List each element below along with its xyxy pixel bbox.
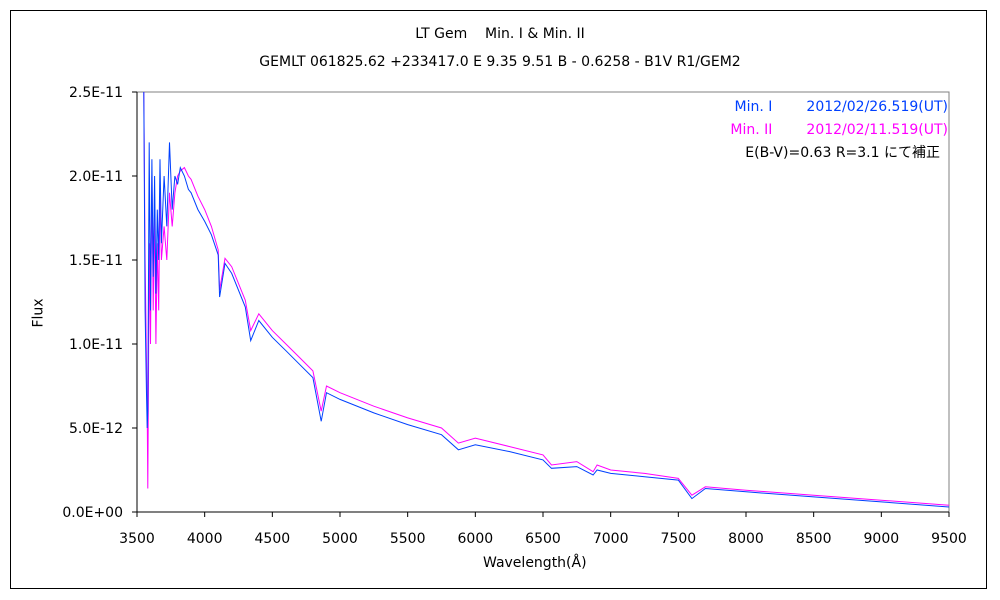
legend: Min. I 2012/02/26.519(UT) Min. II 2012/02/… (730, 96, 948, 165)
legend-entry-min2: Min. II 2012/02/11.519(UT) (730, 119, 948, 142)
legend-label: Min. I (734, 99, 773, 115)
x-tick-label: 8500 (796, 531, 832, 547)
legend-entry-min1: Min. I 2012/02/26.519(UT) (730, 96, 948, 119)
x-tick-label: 8000 (728, 531, 764, 547)
x-axis-label: Wavelength(Å) (483, 555, 587, 571)
chart-subtitle: GEMLT 061825.62 +233417.0 E 9.35 9.51 B … (259, 54, 741, 70)
x-tick-label: 7000 (593, 531, 629, 547)
legend-date: 2012/02/11.519(UT) (806, 122, 948, 138)
x-tick-label: 5000 (322, 531, 358, 547)
x-tick-label: 4500 (255, 531, 291, 547)
x-tick-label: 7500 (661, 531, 697, 547)
series-line-mini0 (143, 91, 950, 508)
x-tick-label: 4000 (187, 531, 223, 547)
x-tick-label: 3500 (119, 531, 155, 547)
y-tick-label: 5.0E-12 (69, 421, 123, 437)
x-tick-label: 5500 (390, 531, 426, 547)
legend-label: Min. II (730, 122, 773, 138)
y-axis-label: Flux (30, 298, 47, 328)
y-tick-label: 2.5E-11 (69, 85, 123, 101)
y-tick-label: 1.5E-11 (69, 253, 123, 269)
legend-note: E(B-V)=0.63 R=3.1 にて補正 (745, 145, 940, 161)
x-tick-label: 9000 (864, 531, 900, 547)
y-tick-label: 0.0E+00 (62, 505, 123, 521)
x-tick-label: 6500 (525, 531, 561, 547)
chart-border (10, 10, 987, 589)
legend-date: 2012/02/26.519(UT) (806, 99, 948, 115)
y-tick-label: 1.0E-11 (69, 337, 123, 353)
x-tick-label: 6000 (458, 531, 494, 547)
x-tick-label: 9500 (931, 531, 967, 547)
chart-title: LT Gem Min. I & Min. II (415, 26, 585, 42)
y-tick-label: 2.0E-11 (69, 169, 123, 185)
